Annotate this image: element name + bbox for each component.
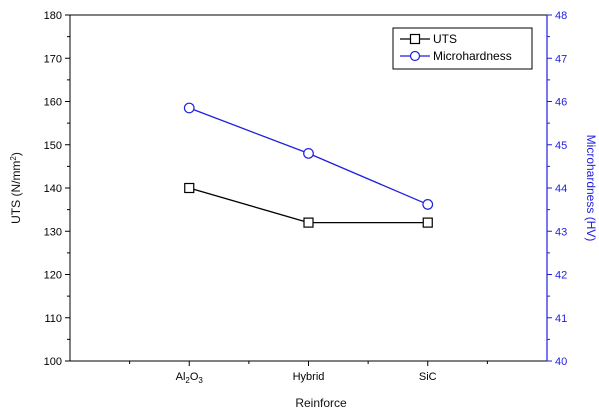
- y2-axis-title: Microhardness (HV): [584, 135, 598, 242]
- y2-tick-label: 47: [555, 53, 567, 65]
- ticks: 100 110 120 130 140 150 160 170 180 40 41 42 43 44 45 4…: [44, 10, 568, 385]
- legend-microhardness-marker: [409, 50, 421, 62]
- y2-tick-label: 45: [555, 140, 567, 152]
- y2-tick-label: 43: [555, 226, 567, 238]
- x-tick-label: Hybrid: [293, 371, 325, 383]
- microhardness-line-segment: [308, 152, 429, 206]
- microhardness-point: [183, 102, 195, 114]
- y-tick-label: 110: [44, 313, 62, 325]
- y2-tick-label: 46: [555, 97, 567, 109]
- microhardness-line-segment: [189, 107, 309, 155]
- y2-tick-label: 41: [555, 313, 567, 325]
- series: [183, 102, 434, 228]
- y-tick-label: 180: [44, 10, 62, 22]
- uts-point: [422, 217, 433, 228]
- y2-tick-label: 40: [555, 356, 567, 368]
- y-tick-label: 170: [44, 53, 62, 65]
- y-tick-label: 130: [44, 226, 62, 238]
- legend-uts-label: UTS: [433, 32, 457, 46]
- y-tick-label: 120: [44, 270, 62, 282]
- y-tick-label: 160: [44, 97, 62, 109]
- x-tick-label: Al2O3: [176, 371, 204, 385]
- y2-tick-label: 44: [555, 183, 567, 195]
- y2-tick-label: 42: [555, 270, 567, 282]
- x-axis-title: Reinforce: [295, 396, 347, 410]
- y-tick-label: 140: [44, 183, 62, 195]
- uts-line-segment: [189, 187, 309, 224]
- y-axis-title: UTS (N/mm2): [9, 152, 23, 224]
- y-tick-label: 150: [44, 140, 62, 152]
- microhardness-point: [422, 199, 434, 210]
- legend-uts-marker: [409, 33, 421, 45]
- x-tick-label: SiC: [419, 371, 437, 383]
- y-tick-label: 100: [44, 356, 62, 368]
- uts-point: [184, 182, 195, 194]
- legend-microhardness-label: Microhardness: [433, 49, 512, 63]
- uts-point: [303, 217, 314, 228]
- legend: UTS Microhardness: [392, 27, 533, 70]
- y2-tick-label: 48: [555, 10, 567, 22]
- microhardness-point: [303, 147, 314, 159]
